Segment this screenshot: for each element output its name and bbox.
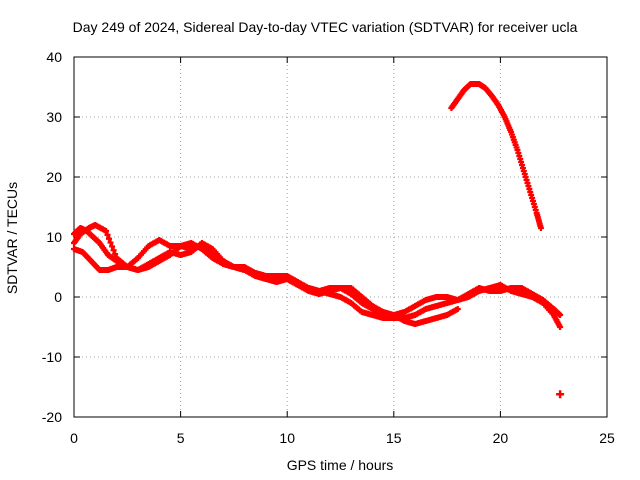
series-track-c	[71, 222, 461, 327]
x-tick-label: 5	[177, 430, 185, 446]
y-axis-label: SDTVAR / TECUs	[4, 182, 20, 294]
data-point	[110, 247, 117, 254]
data-point	[557, 312, 564, 318]
data-point	[112, 251, 119, 258]
y-tick-label: 30	[46, 109, 62, 125]
y-tick-label: 10	[46, 229, 62, 245]
y-tick-label: 20	[46, 169, 62, 185]
y-tick-label: -10	[42, 349, 62, 365]
data-point	[454, 306, 461, 312]
y-tick-label: -20	[42, 409, 62, 425]
data-points	[71, 81, 565, 399]
grid-lines	[74, 57, 607, 417]
y-tick-label: 40	[46, 49, 62, 65]
data-point	[104, 231, 111, 238]
series-track-e	[556, 390, 565, 399]
data-point	[109, 243, 116, 250]
x-tick-label: 0	[70, 430, 78, 446]
x-tick-label: 20	[493, 430, 509, 446]
x-tick-label: 10	[279, 430, 295, 446]
axis-ticks: 0 5 10 15 20 25 -20 -10 0 10 20 30 40	[42, 49, 615, 446]
data-point	[537, 225, 544, 231]
data-point	[557, 324, 564, 330]
data-point	[107, 239, 114, 246]
x-axis-label: GPS time / hours	[287, 457, 394, 473]
y-tick-label: 0	[54, 289, 62, 305]
chart-title: Day 249 of 2024, Sidereal Day-to-day VTE…	[73, 19, 578, 35]
data-point	[106, 235, 113, 242]
data-point	[102, 228, 109, 234]
data-point	[556, 390, 565, 399]
x-tick-label: 15	[386, 430, 402, 446]
x-tick-label: 25	[599, 430, 615, 446]
series-track-d	[448, 81, 544, 231]
